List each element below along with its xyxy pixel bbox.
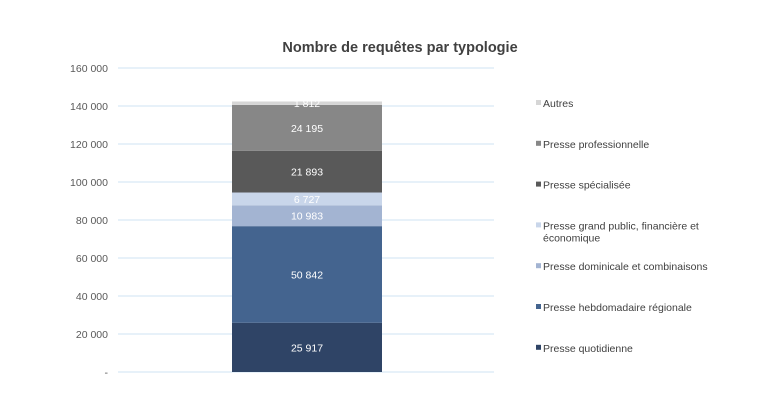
legend-swatch bbox=[536, 344, 541, 350]
data-label: 24 195 bbox=[291, 123, 323, 135]
legend-label: Presse dominicale et combinaisons bbox=[543, 261, 708, 273]
bar-segment bbox=[232, 226, 382, 323]
y-tick-label: 80 000 bbox=[76, 215, 108, 227]
y-tick-label: 40 000 bbox=[76, 291, 108, 303]
legend-swatch bbox=[536, 263, 541, 269]
bar-segment bbox=[232, 205, 382, 227]
bar-segment bbox=[232, 322, 382, 372]
bar-segment bbox=[232, 150, 382, 193]
legend-swatch bbox=[536, 222, 541, 228]
legend-swatch bbox=[536, 100, 541, 105]
legend-swatch bbox=[536, 304, 541, 309]
bar-segment bbox=[232, 104, 382, 151]
y-tick-label: 120 000 bbox=[70, 139, 108, 151]
bar-segment bbox=[232, 101, 382, 105]
legend-label: Autres bbox=[543, 98, 573, 110]
y-tick-label: - bbox=[105, 367, 109, 379]
y-tick-label: 140 000 bbox=[70, 101, 108, 113]
data-label: 21 893 bbox=[291, 167, 323, 179]
legend-label: Presse hebdomadaire régionale bbox=[543, 302, 692, 314]
y-tick-label: 60 000 bbox=[76, 253, 108, 265]
legend-swatch bbox=[536, 181, 541, 187]
data-label: 25 917 bbox=[291, 342, 323, 354]
y-tick-label: 100 000 bbox=[70, 177, 108, 189]
legend-swatch bbox=[536, 140, 541, 146]
data-label: 50 842 bbox=[291, 269, 323, 281]
y-tick-label: 20 000 bbox=[76, 329, 108, 341]
y-tick-label: 160 000 bbox=[70, 63, 108, 75]
legend-label: Presse quotidienne bbox=[543, 343, 633, 355]
bar-segment bbox=[232, 192, 382, 206]
data-label: 10 983 bbox=[291, 211, 323, 223]
legend-label: Presse professionnelle bbox=[543, 139, 649, 151]
bar-stack: 25 917 50 842 10 983 6 727 21 893 24 195 1 812 bbox=[232, 98, 382, 372]
data-label: 1 812 bbox=[294, 98, 320, 110]
legend: Autres Presse professionnelle Presse spéci… bbox=[536, 98, 708, 355]
legend-label: Presse spécialisée bbox=[543, 180, 631, 192]
legend-label: Presse grand public, financière et bbox=[543, 220, 699, 232]
data-label: 6 727 bbox=[294, 194, 320, 206]
y-axis: - 20 000 40 000 60 000 80 000 100 000 120 000 1… bbox=[70, 63, 108, 379]
legend-label: économique bbox=[543, 232, 600, 244]
chart-title: Nombre de requêtes par typologie bbox=[282, 40, 517, 56]
